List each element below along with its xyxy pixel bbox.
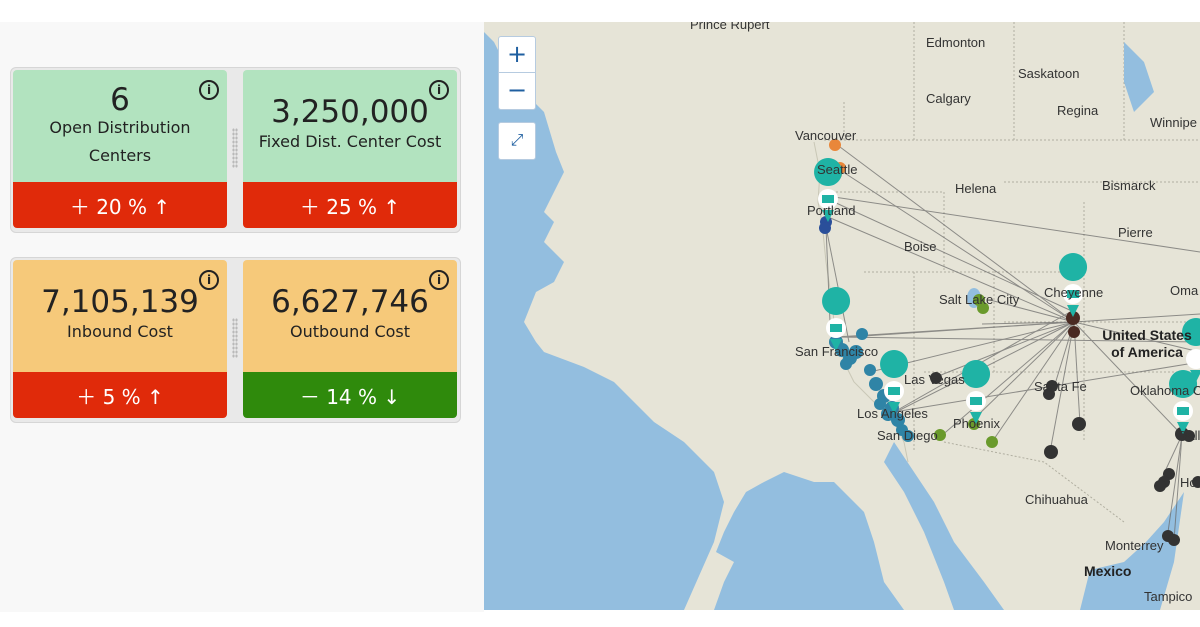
fullscreen-icon[interactable]: ⤢ bbox=[498, 122, 536, 160]
border-lines bbox=[824, 22, 1200, 523]
dc-marker-oklahoma bbox=[1182, 318, 1200, 382]
city-label: Winnipe bbox=[1150, 115, 1197, 130]
city-label: Phoenix bbox=[953, 416, 1000, 431]
lake-winnipeg bbox=[1124, 42, 1154, 112]
city-label: Oma bbox=[1170, 283, 1199, 298]
zoom-out-button[interactable]: − bbox=[498, 72, 536, 110]
kpi-value: 6 bbox=[110, 82, 130, 118]
city-label: Helena bbox=[955, 181, 997, 196]
country-label: Mexico bbox=[1084, 563, 1132, 579]
city-label: Vancouver bbox=[795, 128, 857, 143]
city-label: Calgary bbox=[926, 91, 971, 106]
network-map[interactable]: Prince Rupert Edmonton Saskatoon Calgary… bbox=[484, 22, 1200, 610]
kpi-panel: 6 Open Distribution Centers i ＋ 20 % ↑ 3… bbox=[0, 22, 484, 612]
kpi-value: 7,105,139 bbox=[41, 284, 199, 320]
city-label: Edmonton bbox=[926, 35, 986, 50]
city-label: San Diego bbox=[877, 428, 938, 443]
city-label: Salt Lake City bbox=[939, 292, 1020, 307]
kpi-card-fixed-dc-cost[interactable]: 3,250,000 Fixed Dist. Center Cost i ＋ 25… bbox=[243, 70, 457, 228]
kpi-card-top: 6 Open Distribution Centers i bbox=[13, 70, 227, 184]
kpi-change-badge: ＋ 20 % ↑ bbox=[13, 182, 227, 228]
city-label: Saskatoon bbox=[1018, 66, 1080, 81]
drag-handle[interactable] bbox=[232, 318, 238, 358]
city-label: Cheyenne bbox=[1044, 285, 1104, 300]
kpi-group-distribution: 6 Open Distribution Centers i ＋ 20 % ↑ 3… bbox=[10, 67, 461, 233]
dc-marker-san-francisco bbox=[822, 287, 851, 351]
city-label: Boise bbox=[904, 239, 937, 254]
city-label: San Francisco bbox=[795, 344, 879, 359]
kpi-change-badge: － 14 % ↓ bbox=[243, 372, 457, 418]
kpi-card-top: 6,627,746 Outbound Cost i bbox=[243, 260, 457, 374]
city-label: Santa Fe bbox=[1034, 379, 1087, 394]
kpi-label: Open Distribution Centers bbox=[49, 118, 191, 165]
dc-marker-dallas bbox=[1169, 370, 1198, 434]
texas-cluster bbox=[930, 372, 1200, 546]
city-label: Regina bbox=[1057, 103, 1099, 118]
dc-marker-cheyenne bbox=[1059, 253, 1088, 317]
info-icon[interactable]: i bbox=[429, 270, 449, 290]
city-label: Bismarck bbox=[1102, 178, 1156, 193]
kpi-label: Fixed Dist. Center Cost bbox=[258, 132, 442, 151]
dc-marker-portland bbox=[814, 158, 843, 222]
city-label: Seattle bbox=[817, 162, 858, 177]
kpi-value: 3,250,000 bbox=[271, 94, 429, 130]
city-label: Ho bbox=[1180, 475, 1197, 490]
kpi-value: 6,627,746 bbox=[271, 284, 429, 320]
country-label: United States of America bbox=[1102, 327, 1192, 360]
info-icon[interactable]: i bbox=[429, 80, 449, 100]
drag-handle[interactable] bbox=[232, 128, 238, 168]
denver-cluster bbox=[1066, 311, 1080, 338]
info-icon[interactable]: i bbox=[199, 80, 219, 100]
city-label: Portland bbox=[807, 203, 856, 218]
kpi-card-top: 3,250,000 Fixed Dist. Center Cost i bbox=[243, 70, 457, 184]
kpi-change-badge: ＋ 25 % ↑ bbox=[243, 182, 457, 228]
city-label: Pierre bbox=[1118, 225, 1153, 240]
city-label: Las Vegas bbox=[904, 372, 965, 387]
kpi-label: Outbound Cost bbox=[289, 322, 411, 341]
kpi-card-top: 7,105,139 Inbound Cost i bbox=[13, 260, 227, 374]
zoom-in-button[interactable]: + bbox=[498, 36, 536, 74]
dc-marker-phoenix bbox=[962, 360, 991, 424]
kpi-card-inbound-cost[interactable]: 7,105,139 Inbound Cost i ＋ 5 % ↑ bbox=[13, 260, 227, 418]
kpi-group-costs: 7,105,139 Inbound Cost i ＋ 5 % ↑ 6,627,7… bbox=[10, 257, 461, 423]
dc-marker-los-angeles bbox=[880, 350, 909, 414]
kpi-change-badge: ＋ 5 % ↑ bbox=[13, 372, 227, 418]
city-label: Monterrey bbox=[1105, 538, 1164, 553]
info-icon[interactable]: i bbox=[199, 270, 219, 290]
city-label: Prince Rupert bbox=[690, 22, 770, 32]
city-label: Tampico bbox=[1144, 589, 1193, 604]
city-label: Los Angeles bbox=[857, 406, 928, 421]
map-canvas[interactable] bbox=[484, 22, 1200, 610]
city-label: Oklahoma City bbox=[1130, 383, 1200, 398]
land-mass bbox=[484, 22, 1200, 610]
phoenix-cluster bbox=[934, 294, 998, 448]
kpi-label: Inbound Cost bbox=[67, 322, 173, 341]
kpi-card-open-dcs[interactable]: 6 Open Distribution Centers i ＋ 20 % ↑ bbox=[13, 70, 227, 228]
city-label: Chihuahua bbox=[1025, 492, 1088, 507]
city-label: Dallas bbox=[1178, 428, 1200, 443]
kpi-card-outbound-cost[interactable]: 6,627,746 Outbound Cost i － 14 % ↓ bbox=[243, 260, 457, 418]
